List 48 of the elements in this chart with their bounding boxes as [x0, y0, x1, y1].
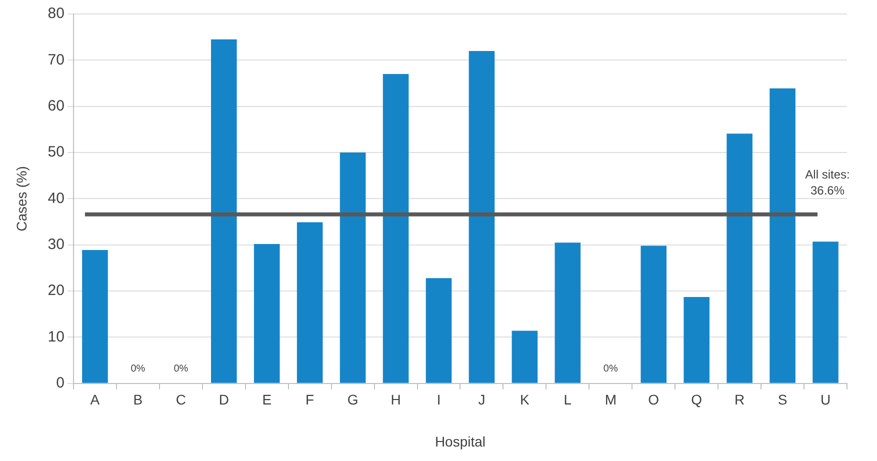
bar	[770, 88, 796, 383]
y-axis-title: Cases (%)	[13, 166, 30, 232]
x-tick-label: M	[604, 392, 616, 408]
bar	[426, 278, 452, 383]
bar	[640, 246, 667, 383]
x-tick-label: S	[778, 392, 788, 408]
y-tick-label: 60	[48, 97, 64, 114]
x-tick-label: R	[734, 392, 745, 408]
x-tick-label: J	[478, 392, 486, 408]
x-axis-title: Hospital	[434, 433, 486, 450]
bar	[211, 39, 237, 383]
bar	[254, 244, 280, 383]
y-tick-label: 40	[48, 190, 64, 207]
bar	[468, 50, 495, 383]
x-tick-label: A	[90, 392, 100, 408]
x-tick-label: G	[347, 392, 358, 408]
bar	[296, 222, 323, 383]
x-tick-label: O	[648, 392, 660, 408]
bar	[726, 134, 752, 383]
bar	[512, 330, 538, 383]
y-tick-label: 0	[56, 374, 64, 392]
x-tick-label: Q	[691, 392, 702, 408]
bar	[684, 297, 710, 383]
x-tick-label: K	[520, 392, 530, 408]
bar	[340, 152, 366, 383]
x-tick-label: B	[133, 392, 143, 408]
bar	[82, 250, 108, 383]
x-tick-label: F	[306, 392, 314, 408]
ref-line-label: All sites: 36.6%	[805, 167, 850, 198]
bar	[382, 74, 409, 383]
y-tick-label: 70	[48, 51, 64, 68]
data-label: 0%	[174, 363, 188, 374]
data-label: 0%	[130, 363, 146, 374]
x-tick-label: E	[262, 392, 272, 408]
bar	[554, 242, 581, 383]
data-label: 0%	[603, 363, 618, 374]
x-tick-label: D	[218, 392, 229, 408]
y-tick-label: 30	[48, 236, 64, 254]
y-tick-label: 10	[48, 328, 64, 346]
x-tick-label: I	[436, 392, 441, 408]
x-tick-label: C	[176, 392, 186, 408]
x-tick-label: L	[564, 392, 572, 408]
bar	[812, 242, 838, 383]
y-tick-label: 20	[48, 282, 64, 300]
x-tick-label: H	[390, 392, 401, 408]
x-tick-label: U	[820, 392, 831, 408]
y-tick-label: 80	[48, 5, 64, 22]
y-tick-label: 50	[48, 144, 64, 161]
